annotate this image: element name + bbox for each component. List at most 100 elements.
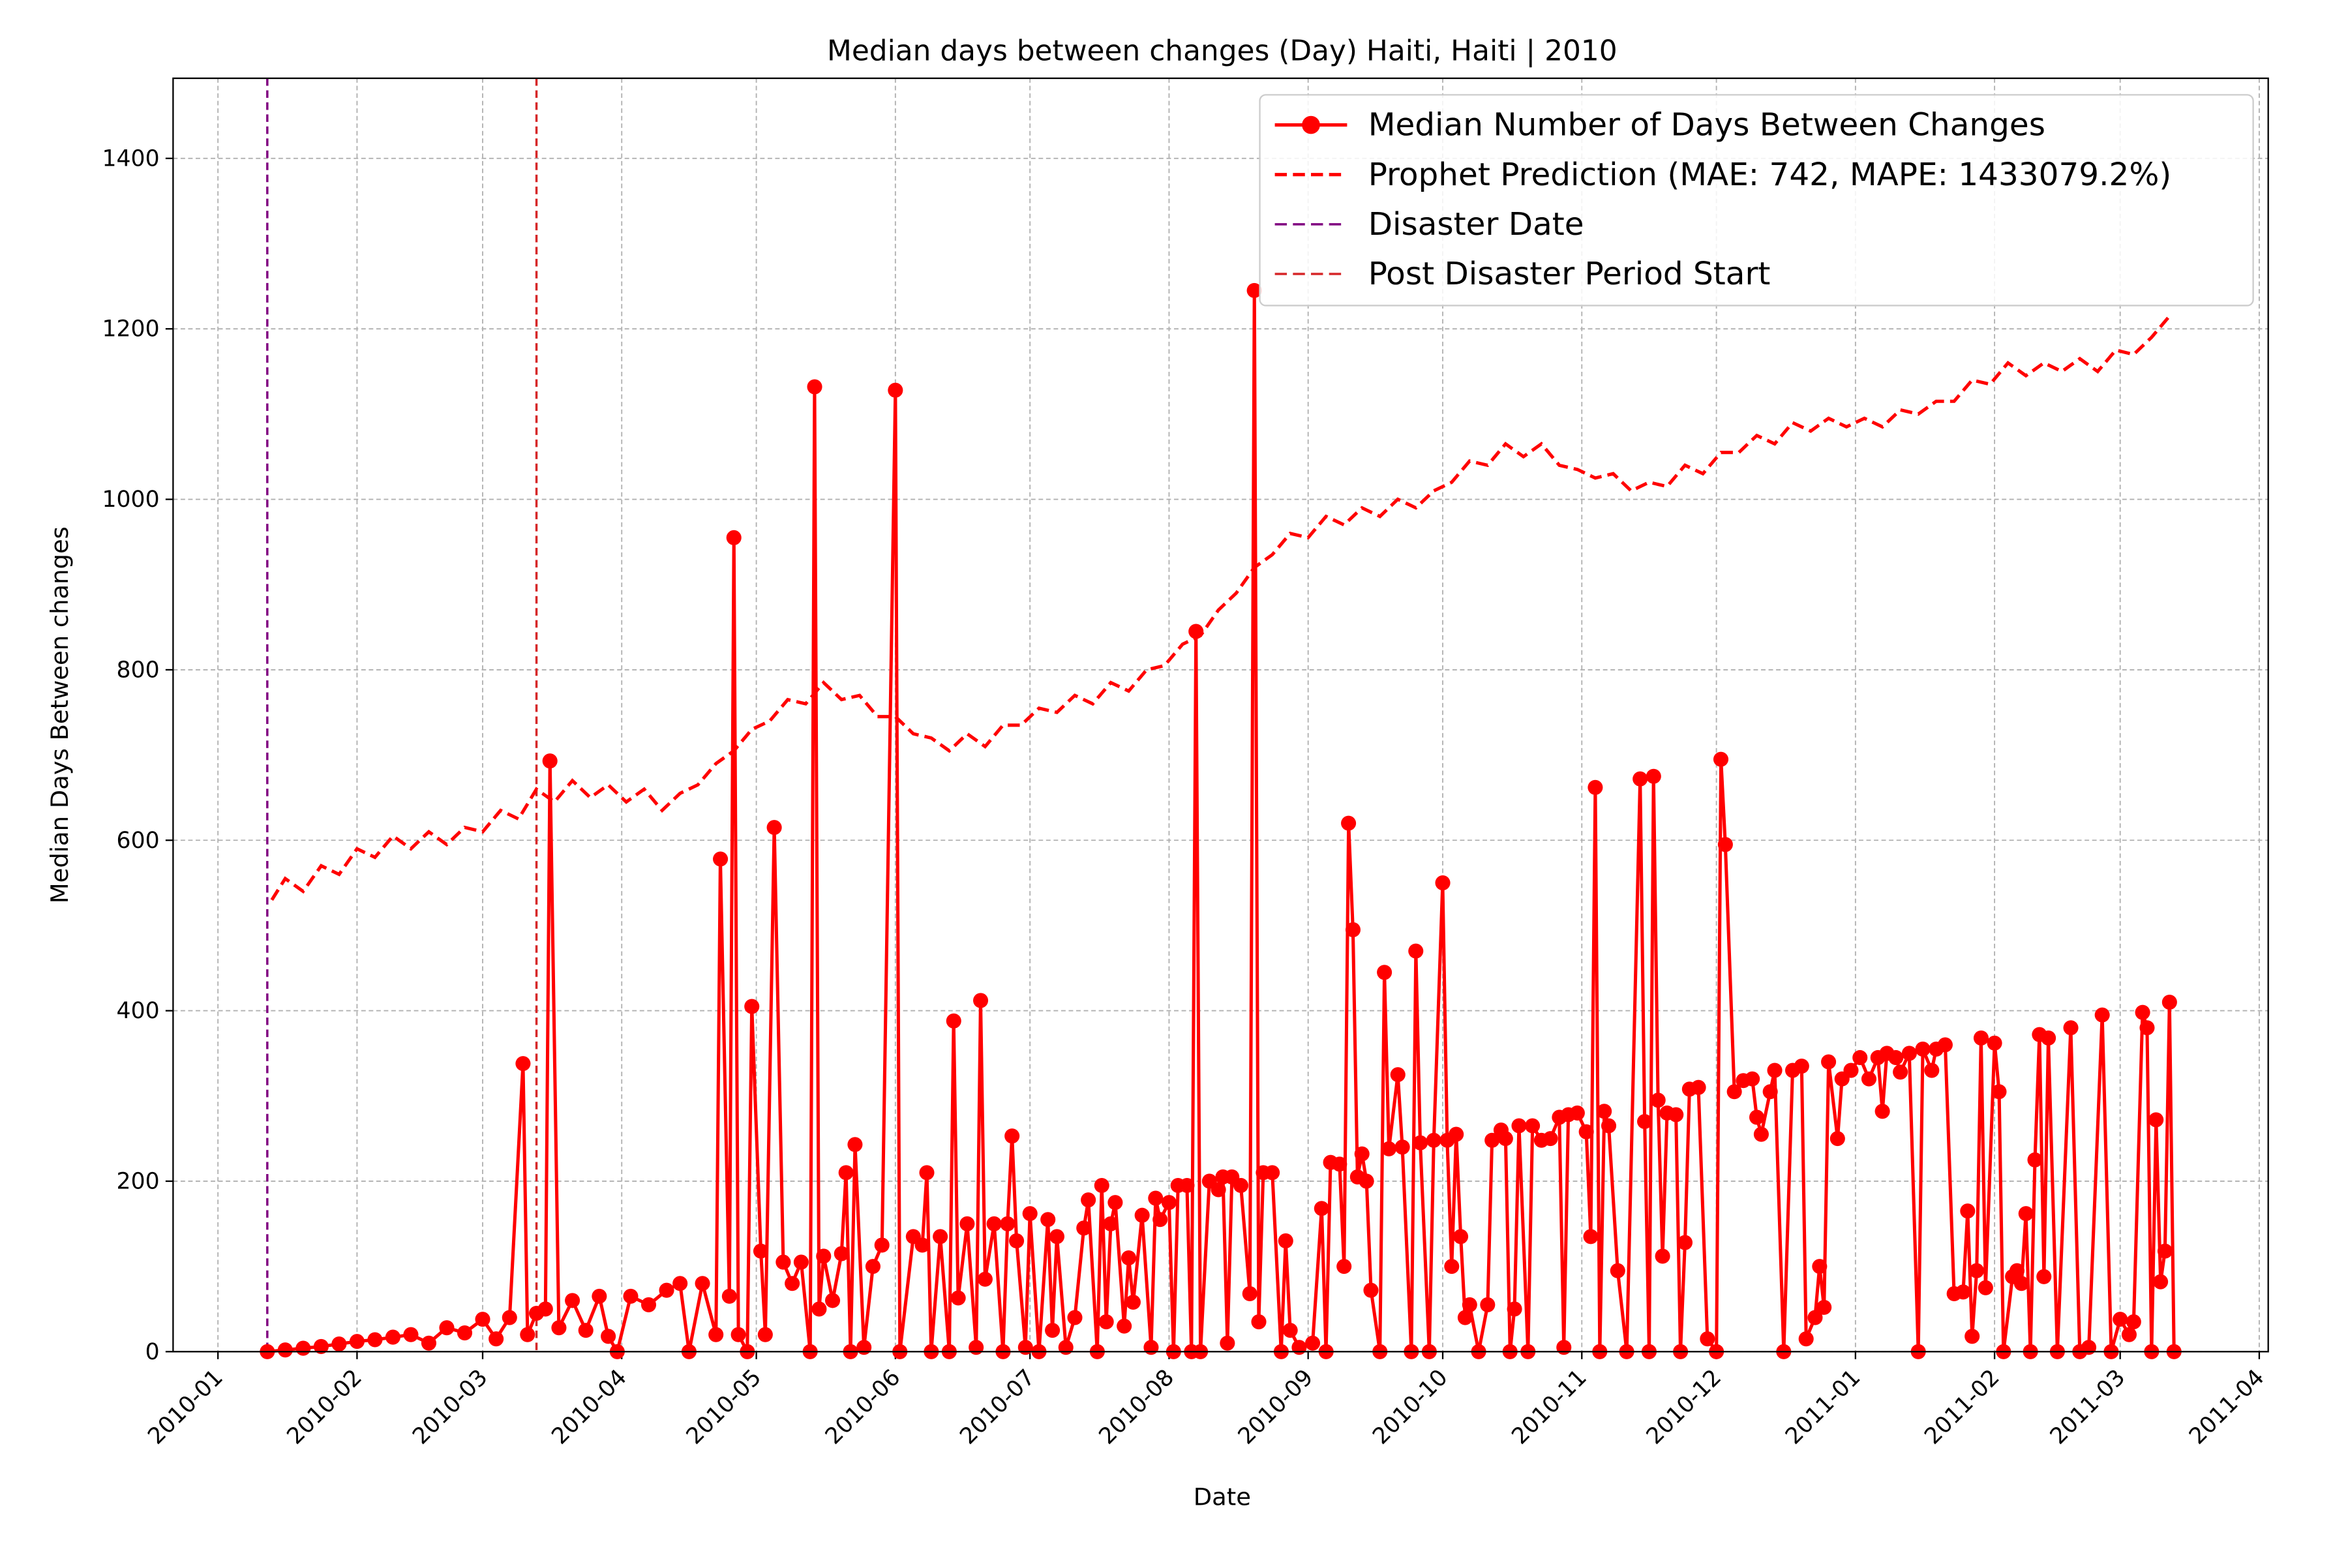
x-axis-label: Date (1194, 1483, 1251, 1511)
data-point (1045, 1323, 1061, 1338)
data-point (1265, 1165, 1280, 1181)
data-point (1336, 1259, 1352, 1274)
data-point (1251, 1314, 1267, 1330)
data-point (1332, 1156, 1347, 1172)
data-point (2036, 1269, 2052, 1284)
data-point (757, 1327, 773, 1342)
data-point (2139, 1020, 2155, 1036)
data-point (601, 1329, 616, 1344)
data-point (1978, 1280, 1993, 1295)
data-point (1498, 1131, 1513, 1147)
data-point (1094, 1177, 1109, 1194)
data-point (1767, 1063, 1783, 1078)
data-point (1098, 1314, 1114, 1330)
data-point (721, 1288, 737, 1304)
data-point (713, 851, 729, 867)
data-point (1901, 1046, 1917, 1061)
data-point (1484, 1132, 1500, 1148)
data-point (865, 1259, 880, 1274)
data-point (1017, 1340, 1033, 1355)
data-point (1937, 1037, 1953, 1053)
plot-frame (172, 77, 2269, 1353)
data-point (1861, 1071, 1877, 1087)
data-point (1960, 1203, 1976, 1219)
data-point (1987, 1035, 2002, 1051)
legend-box (1259, 94, 2254, 307)
data-point (1691, 1079, 1706, 1095)
data-point (753, 1243, 769, 1259)
data-point (1040, 1212, 1056, 1228)
data-point (277, 1342, 293, 1358)
data-point (1345, 922, 1361, 937)
data-point (1211, 1182, 1226, 1198)
data-point (2063, 1020, 2079, 1036)
data-point (1233, 1177, 1249, 1194)
data-point (708, 1327, 724, 1342)
data-point (816, 1248, 832, 1264)
data-point (1076, 1220, 1092, 1236)
data-point (1749, 1109, 1765, 1125)
data-point (672, 1276, 688, 1291)
data-point (2018, 1206, 2034, 1222)
data-point (1633, 771, 1648, 787)
data-point (1511, 1118, 1527, 1134)
data-point (1152, 1212, 1168, 1228)
data-point (1359, 1173, 1374, 1189)
y-tick-label: 400 (117, 998, 160, 1024)
data-point (847, 1137, 863, 1153)
data-point (385, 1329, 400, 1345)
data-point (730, 1327, 746, 1342)
data-point (1578, 1124, 1594, 1139)
data-point (1220, 1335, 1235, 1351)
y-tick-label: 600 (117, 828, 160, 854)
data-point (2153, 1274, 2169, 1289)
data-point (421, 1335, 437, 1351)
data-point (1973, 1030, 1989, 1046)
data-point (542, 753, 558, 769)
data-point (1148, 1190, 1164, 1206)
data-point (1717, 837, 1733, 852)
data-point (623, 1288, 639, 1304)
data-point (838, 1165, 854, 1181)
data-point (403, 1327, 419, 1342)
data-point (914, 1237, 930, 1253)
series-line (267, 290, 2176, 1357)
y-tick-label: 1400 (102, 145, 160, 172)
data-point (1246, 282, 1262, 298)
legend-label: Post Disaster Period Start (1368, 256, 1771, 292)
data-point (2009, 1263, 2025, 1278)
data-point (1569, 1105, 1585, 1121)
data-point (489, 1331, 504, 1347)
legend-marker (1302, 115, 1320, 134)
data-point (726, 530, 742, 545)
data-point (1745, 1071, 1760, 1087)
y-tick-label: 1000 (102, 487, 160, 513)
data-point (1969, 1263, 1985, 1278)
data-point (1004, 1128, 1020, 1144)
data-point (551, 1320, 567, 1336)
data-point (1435, 875, 1451, 891)
series-line (270, 314, 2171, 901)
legend-label: Disaster Date (1368, 206, 1584, 243)
data-point (1394, 1139, 1410, 1155)
data-point (1816, 1299, 1832, 1315)
data-point (1915, 1041, 1931, 1057)
data-point (1507, 1301, 1522, 1317)
data-point (1874, 1104, 1890, 1119)
data-point (1888, 1049, 1904, 1066)
data-point (1305, 1335, 1321, 1351)
data-point (888, 382, 903, 398)
data-point (2148, 1112, 2164, 1128)
data-point (1726, 1084, 1742, 1100)
data-point (578, 1323, 594, 1338)
data-point (313, 1338, 329, 1355)
data-point (515, 1056, 531, 1072)
data-point (1713, 751, 1729, 767)
data-point (1453, 1229, 1469, 1244)
data-point (1449, 1126, 1464, 1142)
data-point (502, 1310, 517, 1325)
data-point (874, 1237, 890, 1253)
data-point (1314, 1201, 1329, 1216)
data-point (1125, 1294, 1141, 1310)
data-point (1556, 1340, 1572, 1355)
